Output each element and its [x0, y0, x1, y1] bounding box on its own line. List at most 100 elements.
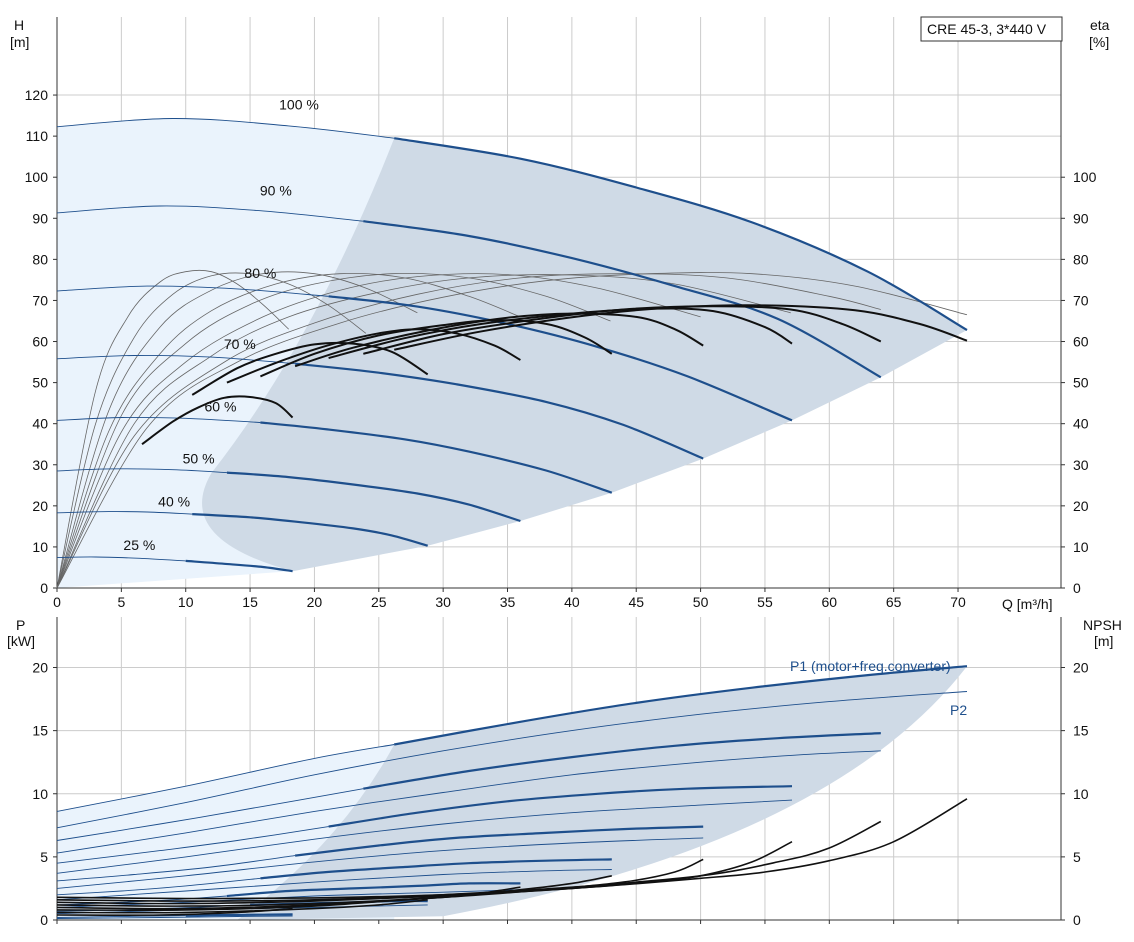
- p1-curve: [185, 913, 293, 917]
- head-curve: [394, 137, 968, 331]
- y-tick-label: 100: [25, 169, 49, 185]
- head-curve-thin: [56, 205, 364, 222]
- upper-ylabel-1: H: [14, 17, 24, 33]
- efficiency-curve: [226, 328, 521, 384]
- upper-ylabel-2: [m]: [10, 34, 29, 50]
- upper-y2label-1: eta: [1090, 17, 1110, 33]
- y-tick-label: 0: [40, 580, 48, 596]
- p2-curve: [56, 799, 793, 874]
- x-tick-label: 10: [178, 594, 194, 610]
- system-curve: [56, 271, 418, 589]
- p1-curve: [328, 785, 793, 828]
- upper-y2label-2: [%]: [1089, 34, 1109, 50]
- p2-curve: [56, 691, 968, 829]
- system-curve: [56, 273, 701, 589]
- x-tick-label: 65: [886, 594, 902, 610]
- p1-curve-thin: [56, 788, 364, 841]
- x-tick-label: 45: [628, 594, 644, 610]
- p1-series-label: P1 (motor+freq.converter): [790, 658, 951, 674]
- head-curve-thin: [56, 556, 186, 562]
- npsh-curve: [56, 886, 521, 911]
- y2-tick-label: 100: [1073, 169, 1097, 185]
- p2-curve: [56, 915, 293, 919]
- speed-label: 40 %: [158, 494, 190, 510]
- head-curve: [192, 513, 428, 547]
- system-curve: [56, 272, 968, 589]
- y2-tick-label: 40: [1073, 416, 1089, 432]
- p1-curve-thin: [56, 855, 296, 882]
- y2-tick-label: 80: [1073, 251, 1089, 267]
- head-curve-thin: [56, 511, 193, 515]
- efficiency-curve: [294, 312, 704, 368]
- power-npsh-plot: 0 5 10 15 20 0 5 10 15 20: [32, 617, 1089, 928]
- y-tick-label: 10: [32, 539, 48, 555]
- y-tick-label: 60: [32, 334, 48, 350]
- y2-tick-label: 20: [1073, 660, 1089, 676]
- title-box: [920, 16, 1063, 42]
- y2-tick-label: 50: [1073, 375, 1089, 391]
- y2-tick-label: 0: [1073, 912, 1081, 928]
- head-curve: [226, 471, 521, 523]
- system-curve: [56, 272, 521, 589]
- y-tick-label: 30: [32, 457, 48, 473]
- upper-xlabel: Q [m³/h]: [1002, 596, 1053, 612]
- p1-curve: [363, 732, 881, 790]
- p1-curve-thin: [56, 826, 329, 864]
- y-tick-label: 80: [32, 251, 48, 267]
- x-tick-label: 0: [53, 594, 61, 610]
- lower-ylabel-1: P: [16, 617, 25, 633]
- head-curve-thin: [56, 118, 395, 139]
- y-tick-label: 70: [32, 292, 48, 308]
- npsh-curve: [56, 899, 428, 914]
- p2-curve: [56, 837, 704, 889]
- y-tick-label: 120: [25, 87, 49, 103]
- system-curve: [56, 269, 289, 589]
- chart-title: CRE 45-3, 3*440 V: [927, 21, 1047, 37]
- efficiency-curve: [393, 304, 968, 351]
- efficiency-curve: [141, 395, 294, 446]
- head-curve-thin: [56, 285, 329, 297]
- y2-tick-label: 10: [1073, 539, 1089, 555]
- lower-y2label-2: [m]: [1094, 633, 1113, 649]
- y-tick-label: 40: [32, 416, 48, 432]
- y2-tick-label: 0: [1073, 580, 1081, 596]
- y-tick-label: 0: [40, 912, 48, 928]
- x-tick-label: 20: [307, 594, 323, 610]
- speed-label: 90 %: [260, 183, 292, 199]
- head-curve-thin: [56, 468, 227, 474]
- p2-curve: [56, 750, 881, 854]
- efficiency-curve: [260, 319, 613, 378]
- y2-tick-label: 5: [1073, 849, 1081, 865]
- y2-tick-label: 90: [1073, 210, 1089, 226]
- system-curve: [56, 272, 611, 589]
- speed-label: 60 %: [205, 398, 237, 414]
- head-efficiency-plot: 0102030405060708090100110120010203040506…: [25, 17, 1097, 610]
- y2-tick-label: 70: [1073, 292, 1089, 308]
- x-tick-label: 55: [757, 594, 773, 610]
- p2-series-label: P2: [950, 702, 967, 718]
- y-tick-label: 50: [32, 375, 48, 391]
- p1-curve: [260, 858, 612, 880]
- p1-curve: [394, 665, 968, 746]
- y2-tick-label: 10: [1073, 786, 1089, 802]
- y2-tick-label: 20: [1073, 498, 1089, 514]
- y-tick-label: 10: [32, 786, 48, 802]
- x-tick-label: 5: [117, 594, 125, 610]
- y2-tick-label: 30: [1073, 457, 1089, 473]
- x-tick-label: 70: [950, 594, 966, 610]
- y2-tick-label: 60: [1073, 334, 1089, 350]
- y-tick-label: 20: [32, 498, 48, 514]
- efficiency-curve: [363, 305, 882, 355]
- p1-curve-thin: [56, 877, 261, 896]
- y-tick-label: 90: [32, 210, 48, 226]
- head-curve: [260, 421, 613, 494]
- x-tick-label: 60: [822, 594, 838, 610]
- p1-curve-thin: [56, 915, 186, 918]
- speed-label: 100 %: [279, 96, 319, 112]
- head-curve: [294, 362, 704, 460]
- speed-label: 50 %: [183, 451, 215, 467]
- system-curve: [56, 274, 791, 589]
- x-tick-label: 35: [500, 594, 516, 610]
- p2-curve: [56, 869, 612, 901]
